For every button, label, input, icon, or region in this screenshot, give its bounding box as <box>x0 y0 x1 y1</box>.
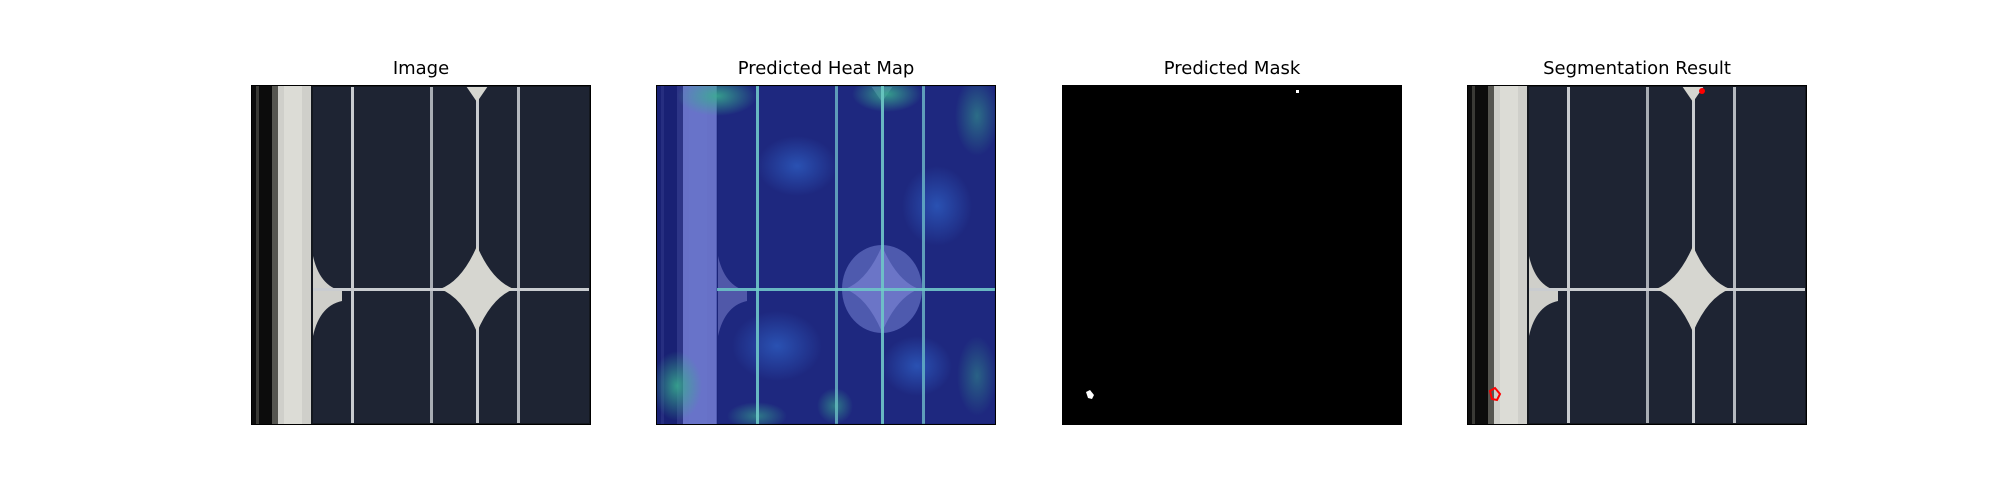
panel-heatmap: Predicted Heat Map <box>656 0 996 500</box>
mask-blob-bottom <box>1086 390 1094 399</box>
defect-marker-top <box>1699 88 1705 94</box>
segmentation-overlay-icon <box>1467 85 1807 425</box>
panel-segmentation: Segmentation Result <box>1467 0 1807 500</box>
defect-marker-bottom <box>1488 386 1502 402</box>
solar-cell-photo-icon <box>251 85 591 425</box>
heatmap-overlay-icon <box>656 85 996 425</box>
binary-mask-icon <box>1062 85 1402 425</box>
panel-title: Image <box>392 58 450 79</box>
panel-title: Predicted Mask <box>1163 58 1301 79</box>
mask-blob-top <box>1296 90 1299 93</box>
panel-image: Image <box>251 0 591 500</box>
panel-title: Segmentation Result <box>1543 58 1731 79</box>
panel-mask: Predicted Mask <box>1062 0 1402 500</box>
panel-title: Predicted Heat Map <box>737 58 915 79</box>
